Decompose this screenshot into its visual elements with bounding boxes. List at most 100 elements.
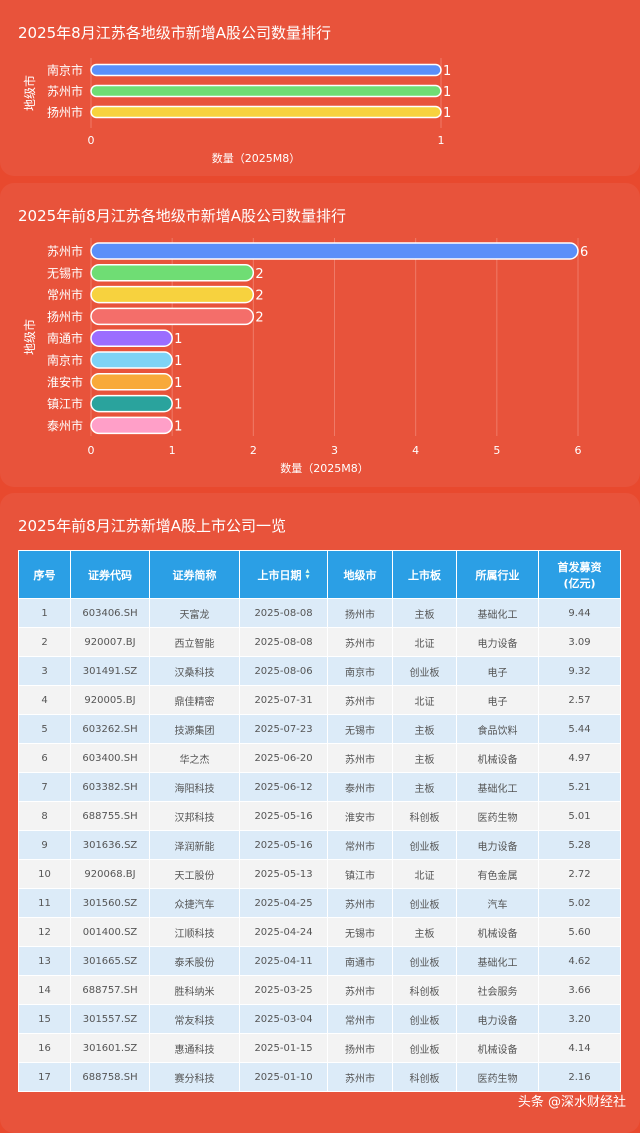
table-cell: 镇江市 — [327, 859, 393, 889]
table-cell: 301665.SZ — [70, 946, 150, 976]
category-label: 扬州市 — [47, 309, 83, 324]
category-label: 苏州市 — [47, 244, 83, 259]
table-cell: 鼎佳精密 — [149, 685, 240, 715]
table-cell: 3.66 — [538, 975, 621, 1005]
category-label: 南京市 — [47, 353, 83, 368]
bar-扬州市 — [90, 307, 255, 326]
table-cell: 603406.SH — [70, 598, 150, 628]
table-cell: 2025-08-08 — [239, 598, 328, 628]
bar-南京市 — [90, 63, 442, 77]
data-label: 1 — [174, 354, 182, 369]
table-cell: 603262.SH — [70, 714, 150, 744]
x-axis-title: 数量（2025M8） — [212, 152, 300, 165]
table-cell: 苏州市 — [327, 888, 393, 918]
table-cell: 创业板 — [392, 888, 457, 918]
table-cell: 南通市 — [327, 946, 393, 976]
column-header[interactable]: 证券代码 — [70, 550, 150, 599]
table-cell: 2025-05-16 — [239, 830, 328, 860]
table-row: 4 920005.BJ 鼎佳精密 2025-07-31 苏州市 北证 电子 2.57 — [18, 685, 621, 715]
table-cell: 17 — [18, 1062, 71, 1092]
table-cell: 2025-08-06 — [239, 656, 328, 686]
y-axis-title: 地级市 — [22, 75, 37, 111]
table-cell: 2025-04-25 — [239, 888, 328, 918]
table-cell: 江顺科技 — [149, 917, 240, 947]
table-cell: 主板 — [392, 772, 457, 802]
data-label: 1 — [443, 106, 451, 121]
table-body: 1 603406.SH 天富龙 2025-08-08 扬州市 主板 基础化工 9.44 2 920… — [18, 598, 621, 1092]
table-cell: 北证 — [392, 627, 457, 657]
table-row: 7 603382.SH 海阳科技 2025-06-12 泰州市 主板 基础化工 5.21 — [18, 772, 621, 802]
table-cell: 苏州市 — [327, 627, 393, 657]
table-cell: 4 — [18, 685, 71, 715]
table-cell: 创业板 — [392, 1004, 457, 1034]
table-cell: 5.44 — [538, 714, 621, 744]
sort-icon[interactable]: ▴ ▾ — [305, 565, 310, 581]
bar-镇江市 — [90, 394, 173, 413]
table-cell: 创业板 — [392, 830, 457, 860]
table-cell: 5.02 — [538, 888, 621, 918]
table-cell: 603400.SH — [70, 743, 150, 773]
column-header[interactable]: 证券简称 — [149, 550, 240, 599]
table-cell: 电力设备 — [456, 627, 539, 657]
table-cell: 920068.BJ — [70, 859, 150, 889]
table-cell: 3 — [18, 656, 71, 686]
category-label: 常州市 — [47, 287, 83, 302]
bar-淮安市 — [90, 373, 173, 391]
column-header[interactable]: 首发募资 (亿元) — [538, 550, 621, 599]
table-cell: 泰州市 — [327, 772, 393, 802]
table-cell: 主板 — [392, 743, 457, 773]
table-row: 13 301665.SZ 泰禾股份 2025-04-11 南通市 创业板 基础化工 4.62 — [18, 946, 621, 976]
watermark-text: 头条 @深水财经社 — [517, 1095, 626, 1110]
table-cell: 2025-01-10 — [239, 1062, 328, 1092]
table-cell: 2025-05-13 — [239, 859, 328, 889]
table-cell: 淮安市 — [327, 801, 393, 831]
table-cell: 2025-07-31 — [239, 685, 328, 715]
column-header[interactable]: 上市日期 ▴ ▾ — [239, 550, 328, 599]
table-cell: 扬州市 — [327, 598, 393, 628]
table-cell: 6 — [18, 743, 71, 773]
data-label: 1 — [174, 419, 182, 434]
table-row: 11 301560.SZ 众捷汽车 2025-04-25 苏州市 创业板 汽车 5.02 — [18, 888, 621, 918]
table-row: 14 688757.SH 胜科纳米 2025-03-25 苏州市 科创板 社会服务 3.66 — [18, 975, 621, 1005]
table-cell: 机械设备 — [456, 1033, 539, 1063]
data-label: 2 — [255, 289, 263, 304]
table-row: 6 603400.SH 华之杰 2025-06-20 苏州市 主板 机械设备 4.97 — [18, 743, 621, 773]
table-cell: 胜科纳米 — [149, 975, 240, 1005]
table-cell: 2025-04-11 — [239, 946, 328, 976]
table-row: 16 301601.SZ 惠通科技 2025-01-15 扬州市 创业板 机械设备 4.14 — [18, 1033, 621, 1063]
table-cell: 7 — [18, 772, 71, 802]
x-tick-label: 5 — [493, 444, 500, 457]
y-axis-title: 地级市 — [22, 319, 37, 355]
table-cell: 2025-03-04 — [239, 1004, 328, 1034]
bar-扬州市 — [90, 105, 442, 119]
category-label: 镇江市 — [47, 396, 83, 411]
table-cell: 天富龙 — [149, 598, 240, 628]
table-row: 5 603262.SH 技源集团 2025-07-23 无锡市 主板 食品饮料 5.44 — [18, 714, 621, 744]
table-cell: 常州市 — [327, 830, 393, 860]
table-cell: 2025-06-12 — [239, 772, 328, 802]
table-cell: 9.44 — [538, 598, 621, 628]
table-cell: 2.72 — [538, 859, 621, 889]
table-cell: 泽润新能 — [149, 830, 240, 860]
table-cell: 科创板 — [392, 801, 457, 831]
column-header[interactable]: 所属行业 — [456, 550, 539, 599]
category-label: 无锡市 — [47, 265, 83, 280]
table-cell: 688757.SH — [70, 975, 150, 1005]
table-cell: 5.60 — [538, 917, 621, 947]
table-row: 17 688758.SH 赛分科技 2025-01-10 苏州市 科创板 医药生物 2.16 — [18, 1062, 621, 1092]
bar-常州市 — [90, 285, 255, 304]
column-header[interactable]: 上市板 — [392, 550, 457, 599]
table-cell: 14 — [18, 975, 71, 1005]
column-header[interactable]: 地级市 — [327, 550, 393, 599]
column-header[interactable]: 序号 — [18, 550, 71, 599]
table-cell: 机械设备 — [456, 743, 539, 773]
table-cell: 2025-06-20 — [239, 743, 328, 773]
table-cell: 2025-05-16 — [239, 801, 328, 831]
table-cell: 苏州市 — [327, 1062, 393, 1092]
table-cell: 5 — [18, 714, 71, 744]
data-label: 2 — [255, 310, 263, 325]
table-cell: 12 — [18, 917, 71, 947]
table-cell: 4.14 — [538, 1033, 621, 1063]
table-cell: 4.62 — [538, 946, 621, 976]
category-label: 苏州市 — [47, 84, 83, 99]
